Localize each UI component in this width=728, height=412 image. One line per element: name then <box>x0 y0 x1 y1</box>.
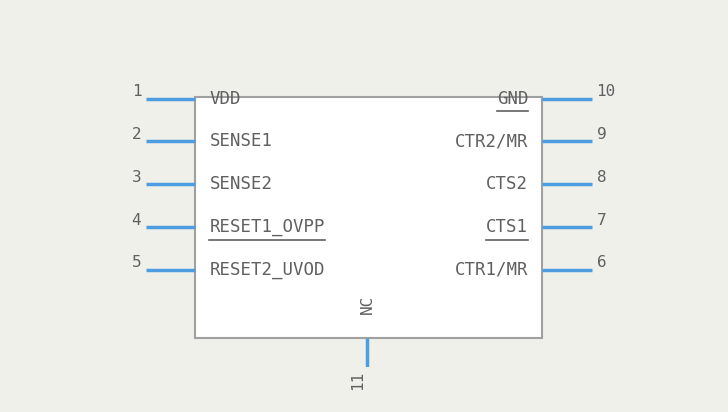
Text: 2: 2 <box>132 127 141 142</box>
Text: 5: 5 <box>132 255 141 270</box>
Text: VDD: VDD <box>210 90 241 108</box>
Text: 10: 10 <box>596 84 616 99</box>
Text: 6: 6 <box>596 255 606 270</box>
Text: 1: 1 <box>132 84 141 99</box>
Text: 11: 11 <box>349 370 365 390</box>
Text: 4: 4 <box>132 213 141 227</box>
Text: SENSE1: SENSE1 <box>210 132 272 150</box>
Text: 3: 3 <box>132 170 141 185</box>
Text: RESET2_UVOD: RESET2_UVOD <box>210 261 325 279</box>
Text: SENSE2: SENSE2 <box>210 175 272 193</box>
Text: CTR2/MR: CTR2/MR <box>455 132 529 150</box>
Bar <box>195 97 542 338</box>
Text: 8: 8 <box>596 170 606 185</box>
Text: CTS2: CTS2 <box>486 175 529 193</box>
Text: RESET1_OVPP: RESET1_OVPP <box>210 218 325 236</box>
Text: GND: GND <box>496 90 529 108</box>
Text: CTR1/MR: CTR1/MR <box>455 261 529 279</box>
Text: CTS1: CTS1 <box>486 218 529 236</box>
Text: 7: 7 <box>596 213 606 227</box>
Text: 9: 9 <box>596 127 606 142</box>
Text: NC: NC <box>360 295 375 314</box>
